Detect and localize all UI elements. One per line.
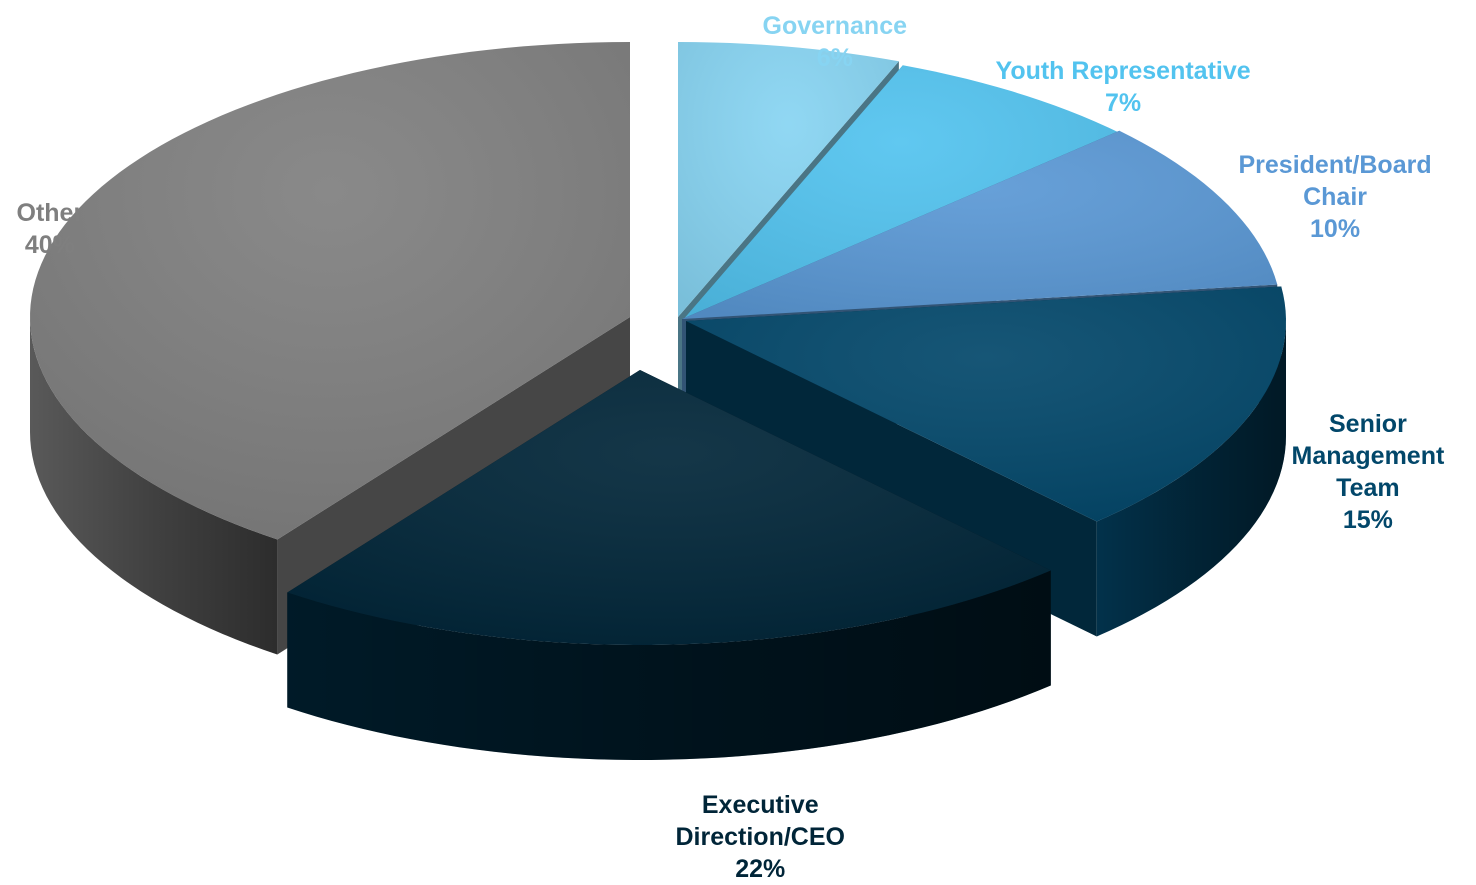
- pie-slice-top-gloss: [678, 42, 899, 317]
- slice-label-percent: 40%: [24, 231, 75, 259]
- pie-slice-3: [686, 286, 1286, 637]
- slice-label-percent: 22%: [735, 855, 786, 883]
- slice-label-name: President/Board: [1238, 151, 1432, 179]
- pie-slice-side-shade: [287, 570, 1051, 760]
- pie-slice-top-gloss: [682, 130, 1278, 319]
- slice-label-3: Senior Management Team 15%: [1292, 408, 1445, 536]
- slice-label-percent: 7%: [1105, 89, 1142, 117]
- slice-label-name: Youth Representative: [995, 57, 1251, 85]
- slice-label-4: Executive Direction/CEO 22%: [676, 789, 845, 885]
- pie-slice-side-shade: [30, 317, 278, 655]
- pie-slice-top-gloss: [686, 286, 1286, 522]
- slice-label-name: Governance: [762, 12, 908, 40]
- slice-label-name: Chair: [1303, 183, 1367, 211]
- slice-label-name: Other: [16, 199, 84, 227]
- slice-label-percent: 15%: [1342, 506, 1393, 534]
- slice-label-1: Youth Representative 7%: [996, 55, 1251, 119]
- slice-label-5: Other 40%: [17, 197, 84, 261]
- pie-slice-4: [287, 370, 1051, 760]
- slice-label-name: Senior: [1329, 410, 1407, 438]
- slice-label-name: Direction/CEO: [675, 823, 845, 851]
- slice-label-0: Governance 6%: [763, 10, 908, 74]
- pie-slice-top-gloss: [30, 42, 630, 540]
- pie-slice-top-gloss: [287, 370, 1051, 645]
- pie-slice-side-shade: [1096, 321, 1286, 637]
- slice-label-2: President/Board Chair 10%: [1239, 149, 1432, 245]
- slice-label-name: Management: [1291, 442, 1445, 470]
- slice-label-percent: 10%: [1310, 215, 1361, 243]
- pie-slices: [30, 42, 1286, 760]
- slice-label-name: Team: [1336, 474, 1400, 502]
- pie-slice-top-gloss: [682, 65, 1120, 322]
- slice-label-name: Executive: [701, 791, 819, 819]
- slice-label-percent: 6%: [816, 44, 853, 72]
